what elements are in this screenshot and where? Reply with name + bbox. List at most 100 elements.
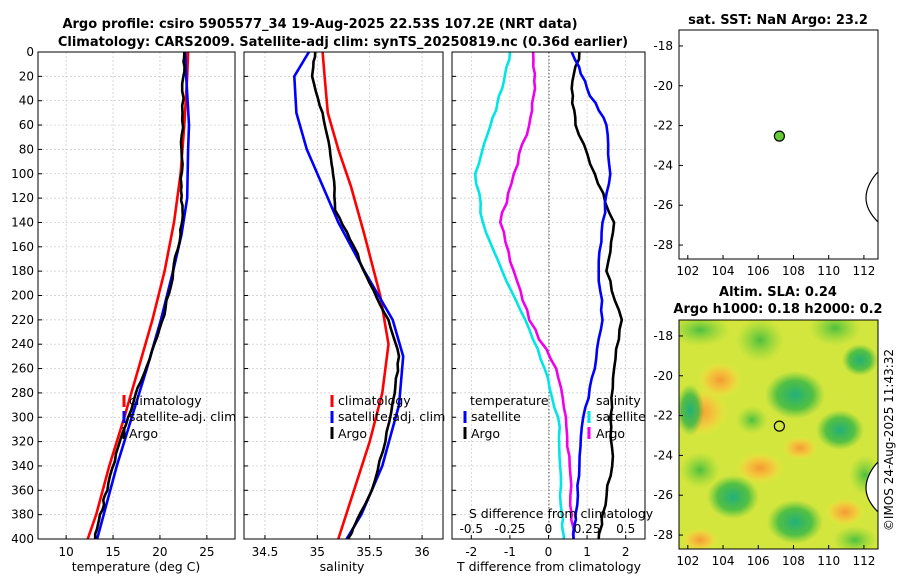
x-tick-label: 34.5: [252, 545, 279, 559]
sla-coastline: [865, 461, 878, 513]
y-tick-label: 280: [11, 386, 34, 400]
x-tick-label: 36: [414, 545, 429, 559]
y-tick-label: 360: [11, 483, 34, 497]
sst-map-points: [773, 130, 785, 142]
x-tick-label: 15: [105, 545, 120, 559]
s-tick-label: -0.25: [494, 522, 525, 536]
difference-legend-salinity: salinity satellite Argo: [587, 393, 646, 441]
temperature-xlabel: temperature (deg C): [72, 559, 201, 574]
y-tick-label: 100: [11, 167, 34, 181]
y-tick-label: 220: [11, 313, 34, 327]
argo-location-marker: [773, 130, 785, 142]
y-tick-label: 60: [19, 118, 34, 132]
series-line-argo: [93, 51, 186, 539]
map-y-tick-label: -20: [653, 369, 673, 383]
sla-blob: [765, 371, 825, 419]
y-tick-label: 200: [11, 289, 34, 303]
difference-ticks: -2 -1 0 1 2 -0.5 -0.25 0 0.25 0.5: [452, 51, 635, 559]
y-tick-label: 300: [11, 410, 34, 424]
s-tick-label: -0.5: [460, 522, 483, 536]
legend-label-climatology: climatology: [338, 393, 411, 408]
y-tick-label: 240: [11, 337, 34, 351]
sla-map-ticks: 102 104 106 108 110 112 -18 -20 -22 -24 -26 -28: [653, 329, 875, 568]
sla-map-title-1: Altim. SLA: 0.24: [719, 285, 837, 300]
x-tick-label: 35: [310, 545, 325, 559]
sla-blob: [736, 320, 784, 362]
sst-map-axes: [678, 29, 879, 260]
map-y-tick-label: -24: [653, 448, 673, 462]
sla-blob: [842, 344, 878, 376]
y-tick-label: 260: [11, 362, 34, 376]
map-y-tick-label: -26: [653, 488, 673, 502]
map-y-tick-label: -20: [653, 79, 673, 93]
title-line-1: Argo profile: csiro 5905577_34 19-Aug-20…: [62, 17, 577, 32]
x-tick-label: 25: [199, 545, 214, 559]
legend-label-t-satellite: satellite: [471, 409, 521, 424]
s-tick-label: 0: [545, 522, 553, 536]
y-tick-label: 180: [11, 264, 34, 278]
sla-blob: [707, 475, 759, 519]
sla-blob: [680, 452, 720, 488]
x-tick-label: 10: [59, 545, 74, 559]
sla-blob: [782, 436, 818, 460]
sla-map-axes: [678, 319, 879, 550]
series-line-climatology: [321, 51, 390, 540]
y-tick-label: 120: [11, 191, 34, 205]
sst-map-title: sat. SST: NaN Argo: 23.2: [688, 13, 868, 28]
argo-location-marker: [773, 420, 785, 432]
sla-blob: [682, 528, 718, 549]
map-y-tick-label: -28: [653, 528, 673, 542]
sla-blob: [736, 406, 768, 434]
difference-series: [473, 51, 624, 540]
map-x-tick-label: 106: [747, 554, 770, 568]
salinity-legend: climatology satellite-adj. clim Argo: [330, 393, 445, 441]
y-tick-label: 160: [11, 240, 34, 254]
map-y-tick-label: -18: [653, 39, 673, 53]
salinity-ticks: 34.5 35 35.5 36: [244, 51, 430, 559]
series-line-climatology: [86, 51, 190, 540]
temperature-grid: [38, 51, 235, 540]
sla-blob: [767, 500, 823, 544]
s-tick-label: 0.25: [574, 522, 601, 536]
map-x-tick-label: 106: [747, 264, 770, 278]
map-y-tick-label: -24: [653, 158, 673, 172]
sla-map-points: [773, 420, 785, 432]
legend-label-s-argo: Argo: [596, 426, 625, 441]
salinity-series: [293, 51, 405, 540]
map-y-tick-label: -22: [653, 409, 673, 423]
legend-title-temperature: temperature: [470, 393, 549, 408]
map-x-tick-label: 112: [852, 554, 875, 568]
sst-map-ticks: 102 104 106 108 110 112 -18 -20 -22 -24 -26 -28: [653, 39, 875, 278]
map-y-tick-label: -22: [653, 119, 673, 133]
y-tick-label: 380: [11, 508, 34, 522]
map-x-tick-label: 102: [676, 554, 699, 568]
sst-map-panel: sat. SST: NaN Argo: 23.2 102 104 106 108 110…: [653, 13, 879, 278]
temperature-ticks: 0 20 40 60 80 100 120 140 160 180 200 220 240 260 280 3…: [11, 45, 214, 559]
watermark: ©IMOS 24-Aug-2025 11:43:32: [882, 349, 896, 531]
x-tick-label: -1: [504, 545, 516, 559]
series-line-argo: [310, 51, 401, 540]
series-line-s-argo: [570, 51, 612, 540]
sla-blob: [736, 452, 784, 484]
y-tick-label: 400: [11, 532, 34, 546]
map-x-tick-label: 108: [782, 264, 805, 278]
y-tick-label: 320: [11, 435, 34, 449]
difference-legend-temperature: temperature satellite Argo: [463, 393, 549, 441]
map-x-tick-label: 104: [712, 554, 735, 568]
legend-label-satellite: satellite-adj. clim: [129, 409, 236, 424]
x-tick-label: 20: [152, 545, 167, 559]
x-tick-label: 2: [622, 545, 630, 559]
map-y-tick-label: -26: [653, 198, 673, 212]
map-x-tick-label: 110: [817, 264, 840, 278]
temperature-panel: 0 20 40 60 80 100 120 140 160 180 200 220 240 260 280 3…: [11, 45, 236, 574]
sla-blob: [679, 320, 730, 346]
map-x-tick-label: 108: [782, 554, 805, 568]
sst-coastline: [865, 171, 879, 223]
x-tick-label: 35.5: [356, 545, 383, 559]
title-line-2: Climatology: CARS2009. Satellite-adj cli…: [58, 35, 628, 50]
series-line-t-satellite: [473, 51, 566, 540]
sla-map-title-2: Argo h1000: 0.18 h2000: 0.2: [673, 302, 882, 317]
sla-blob: [825, 498, 865, 526]
y-tick-label: 340: [11, 459, 34, 473]
map-x-tick-label: 112: [852, 264, 875, 278]
